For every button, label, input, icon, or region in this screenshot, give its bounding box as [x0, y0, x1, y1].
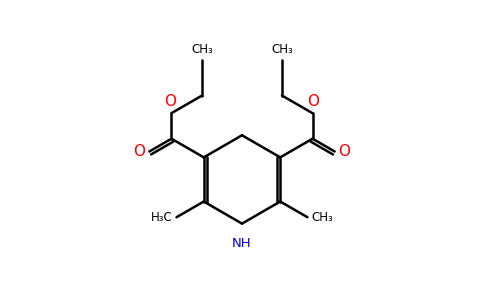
Text: CH₃: CH₃ — [311, 211, 333, 224]
Text: H₃C: H₃C — [151, 211, 173, 224]
Text: NH: NH — [232, 237, 252, 250]
Text: O: O — [339, 144, 350, 159]
Text: O: O — [165, 94, 177, 109]
Text: O: O — [134, 144, 145, 159]
Text: O: O — [307, 94, 319, 109]
Text: CH₃: CH₃ — [191, 43, 213, 56]
Text: CH₃: CH₃ — [271, 43, 293, 56]
